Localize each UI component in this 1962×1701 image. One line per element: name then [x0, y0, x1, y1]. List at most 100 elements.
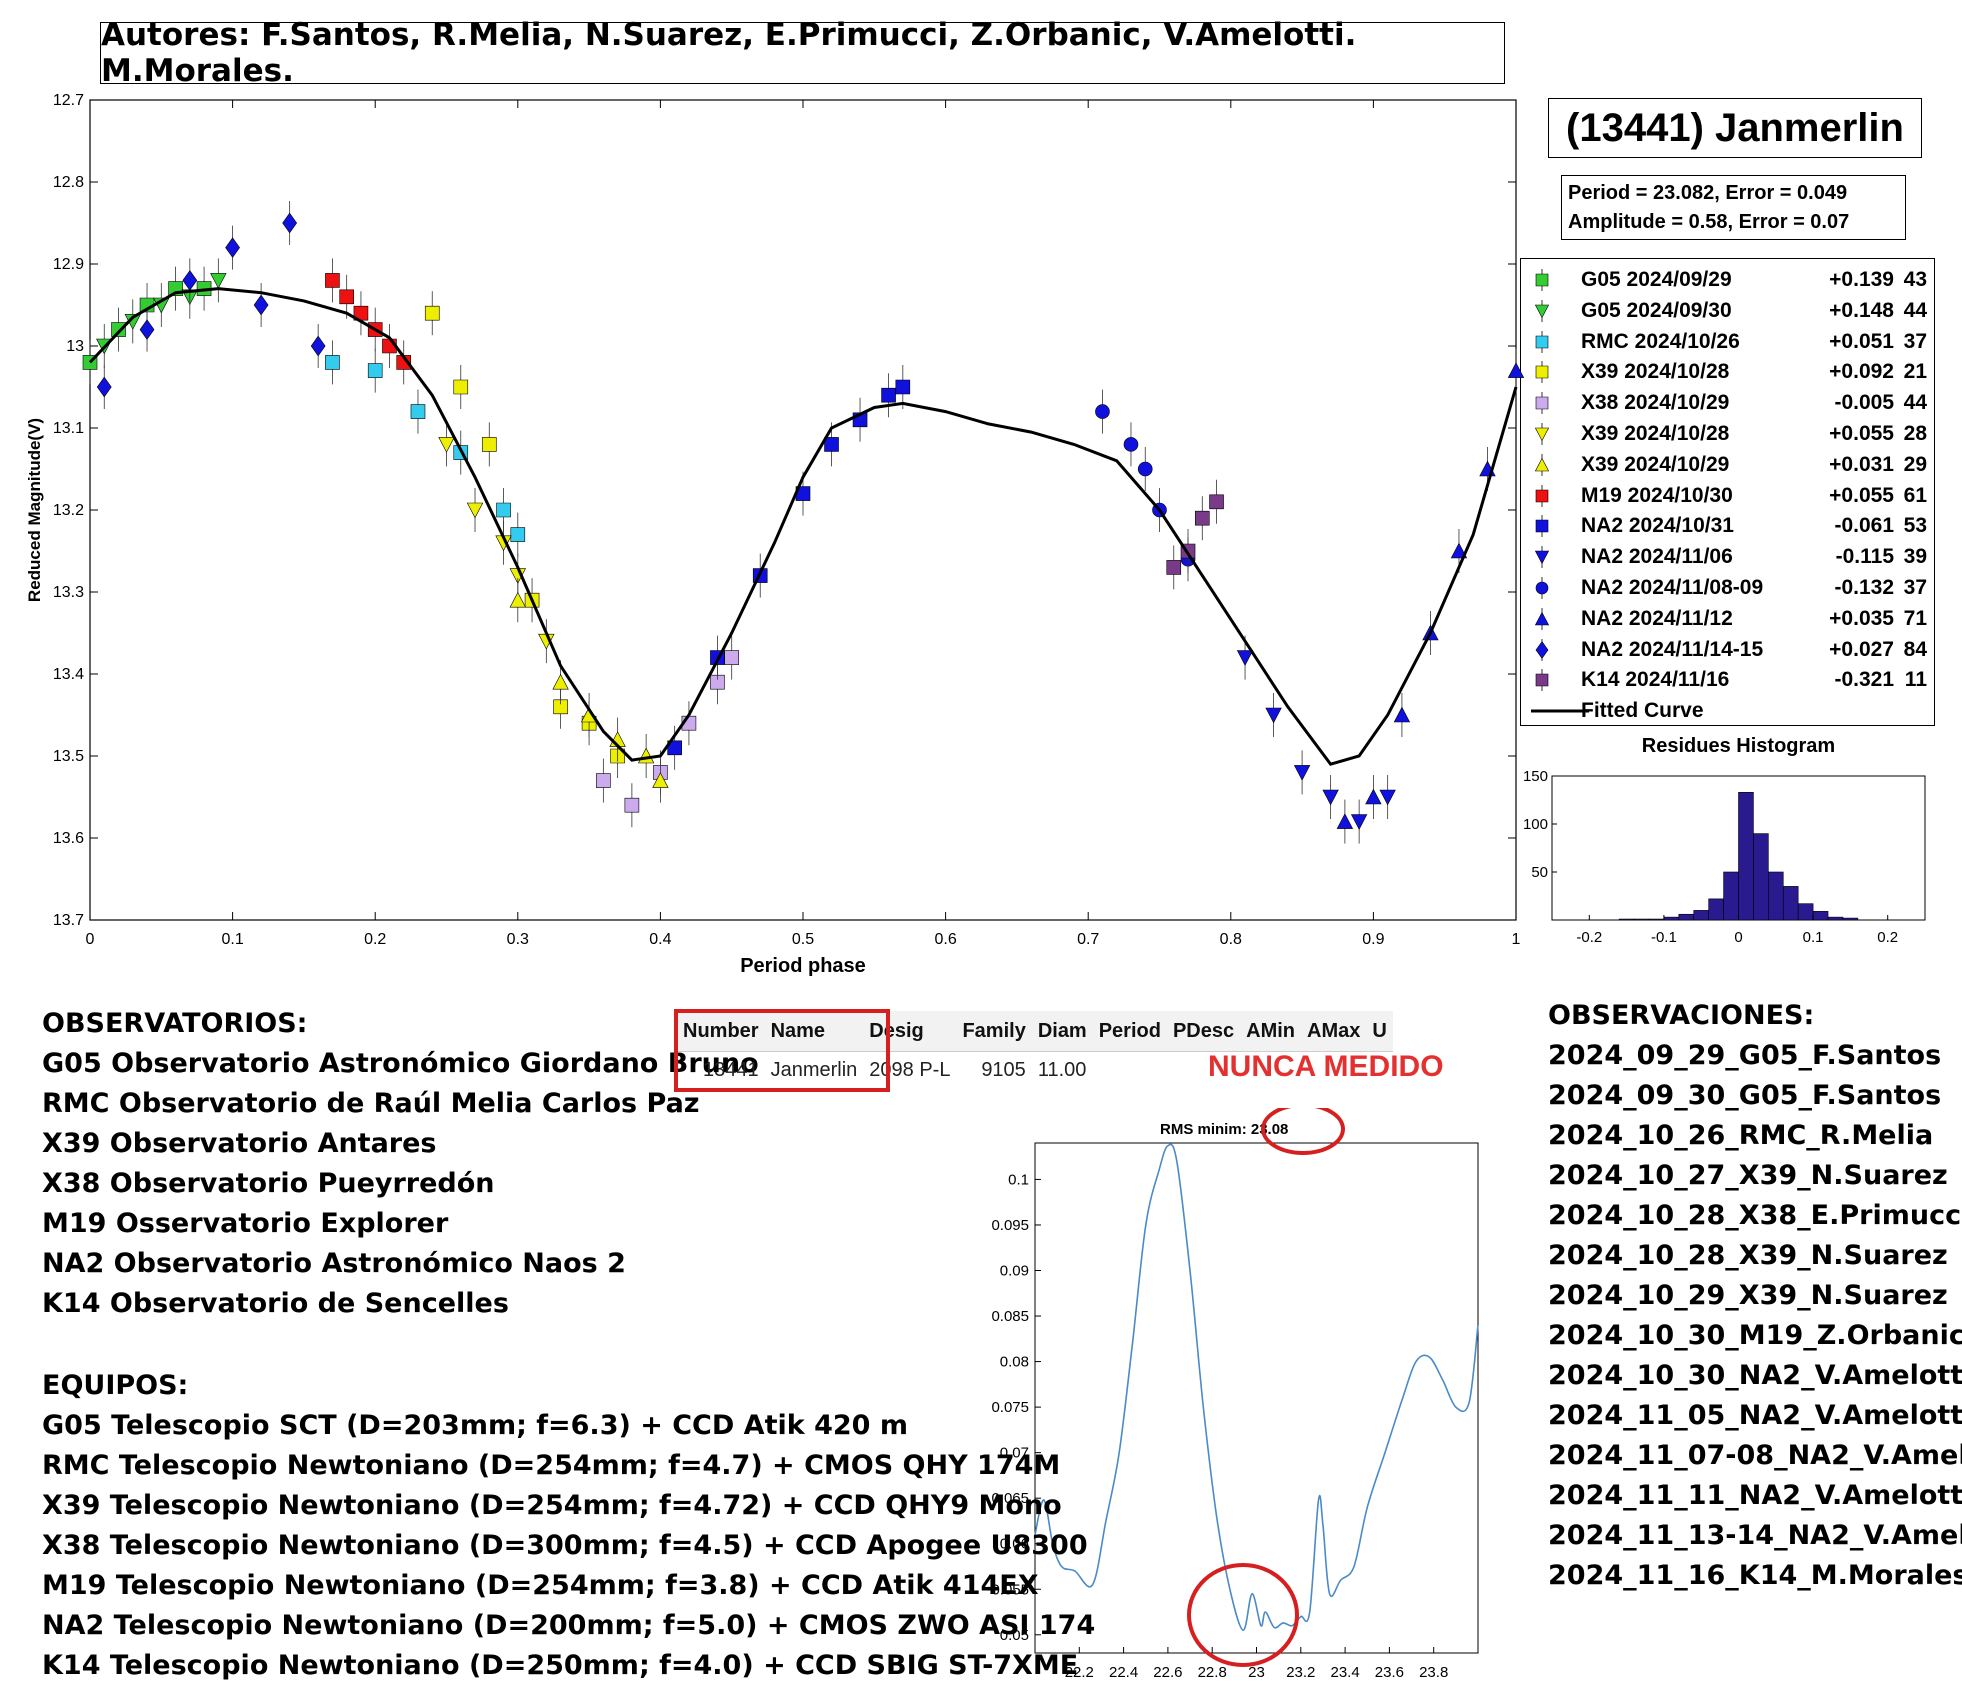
data-point: [139, 319, 155, 340]
legend-offset: +0.055: [1829, 483, 1894, 507]
observacion-item: 2024_11_05_NA2_V.Amelotti: [1548, 1400, 1962, 1431]
legend-label: M19 2024/10/30: [1581, 483, 1733, 507]
period-amplitude-box: Period = 23.082, Error = 0.049 Amplitude…: [1561, 175, 1906, 240]
rms-y-tick-label: 0.095: [991, 1217, 1029, 1234]
legend-marker: [1534, 546, 1550, 569]
observatorio-item: M19 Osservatorio Explorer: [42, 1208, 449, 1239]
lcdb-header: Number: [677, 1011, 765, 1052]
legend-offset: +0.051: [1829, 329, 1894, 353]
legend-symbol: [1534, 304, 1550, 319]
legend-entry: M19 2024/10/30 +0.055 61: [1521, 481, 1934, 511]
hist-y-tick-label: 50: [1531, 864, 1548, 881]
y-tick-label: 13.2: [53, 502, 84, 519]
data-point: [96, 376, 112, 398]
legend-label: NA2 2024/11/14-15: [1581, 637, 1764, 661]
hist-x-tick-label: 0.2: [1877, 929, 1898, 946]
legend-count: 21: [1903, 360, 1927, 384]
data-point: [1336, 813, 1354, 829]
legend-symbol: [1535, 396, 1549, 410]
legend-offset: -0.132: [1834, 576, 1894, 599]
data-point: [1393, 706, 1411, 723]
hist-bar: [1738, 792, 1754, 921]
hist-bar: [1618, 918, 1635, 921]
legend-label: G05 2024/09/29: [1581, 268, 1732, 291]
data-point: [710, 674, 725, 690]
legend-marker: [1535, 361, 1549, 384]
lcdb-header: AMin: [1240, 1011, 1302, 1052]
data-point: [453, 379, 469, 395]
data-point: [1450, 542, 1468, 559]
legend-label: NA2 2024/10/31: [1581, 514, 1734, 538]
y-tick-label: 13.3: [53, 584, 84, 601]
legend-marker: [1535, 330, 1549, 353]
hist-bar: [1812, 911, 1829, 921]
legend-marker: [1535, 269, 1549, 291]
hist-bar: [1797, 903, 1814, 921]
x-tick-label: 0.4: [649, 931, 671, 948]
observacion-item: 2024_10_26_RMC_R.Melia: [1548, 1120, 1934, 1151]
hist-bar: [1663, 916, 1680, 921]
legend-label: X39 2024/10/28: [1581, 360, 1730, 384]
rms-y-tick-label: 0.09: [1000, 1263, 1029, 1280]
rms-title-highlight: [1261, 1108, 1345, 1155]
legend-count: 11: [1904, 668, 1927, 692]
legend-offset: -0.321: [1834, 668, 1894, 692]
data-point: [438, 437, 455, 453]
data-point: [466, 502, 484, 519]
rms-x-tick-label: 22.4: [1109, 1664, 1138, 1681]
lcdb-cell: 9105: [981, 1058, 1026, 1081]
y-tick-label: 13.7: [53, 912, 84, 929]
data-point: [111, 322, 126, 337]
never-measured-note: NUNCA MEDIDO: [1208, 1050, 1444, 1083]
legend-offset: +0.055: [1829, 422, 1894, 445]
legend-entry: K14 2024/11/16 -0.321 11: [1521, 665, 1934, 695]
legend-marker: [1535, 669, 1549, 692]
legend-entry: X39 2024/10/28 +0.055 28: [1521, 419, 1934, 449]
legend-symbol: [1535, 581, 1549, 595]
legend-count: 61: [1903, 483, 1927, 507]
hist-bar: [1678, 913, 1695, 921]
legend-marker: [1535, 392, 1549, 415]
x-tick-label: 0.2: [364, 931, 386, 948]
series-na2-2024-11-14-15: [96, 201, 326, 409]
rms-y-tick-label: 0.075: [991, 1399, 1029, 1416]
data-point: [1137, 461, 1153, 477]
rms-title-value: : 23.08: [1242, 1121, 1289, 1138]
data-point: [1209, 494, 1224, 510]
legend-offset: -0.005: [1834, 391, 1894, 415]
rms-y-tick-label: 0.05: [1000, 1627, 1029, 1644]
legend-entry: NA2 2024/11/06 -0.115 39: [1521, 542, 1934, 572]
data-point: [1236, 650, 1254, 666]
hist-bar: [1648, 918, 1665, 921]
x-tick-label: 0.8: [1220, 931, 1242, 948]
legend-symbol: [1535, 520, 1549, 533]
hist-bar: [1723, 871, 1739, 921]
data-point: [339, 289, 354, 305]
legend-label: X38 2024/10/29: [1581, 391, 1730, 415]
lcdb-header: Family: [956, 1011, 1032, 1052]
legend-marker: [1535, 577, 1549, 599]
equipo-item: NA2 Telescopio Newtoniano (D=200mm; f=5.…: [42, 1610, 1096, 1641]
legend: G05 2024/09/29 +0.139 43 G05 2024/09/30 +0.1…: [1520, 258, 1935, 726]
legend-marker: [1535, 484, 1549, 507]
lcdb-cell: 11.00: [1037, 1058, 1087, 1081]
data-point: [1194, 510, 1210, 526]
residues-histogram: Residues Histogram -0.2 -0.1 0 0.1 0.2 50 100 15…: [1523, 735, 1926, 946]
legend-marker: [1531, 709, 1589, 713]
hist-y-tick-label: 100: [1523, 816, 1548, 833]
rms-x-tick-label: 22.6: [1153, 1664, 1182, 1681]
hist-x-tick-label: -0.1: [1651, 929, 1677, 946]
data-point: [667, 740, 682, 756]
rms-y-tick-label: 0.08: [1000, 1354, 1029, 1371]
legend-offset: +0.035: [1829, 606, 1894, 630]
hist-bar: [1693, 910, 1709, 921]
data-point: [1507, 362, 1525, 378]
observatorio-item: G05 Observatorio Astronómico Giordano Br…: [42, 1048, 759, 1079]
legend-entry: Fitted Curve: [1521, 696, 1934, 726]
y-tick-label: 13.6: [53, 830, 84, 847]
data-point: [552, 673, 569, 690]
data-point: [325, 355, 340, 370]
legend-entry: NA2 2024/11/12 +0.035 71: [1521, 604, 1934, 634]
legend-symbol: [1535, 489, 1549, 502]
rms-title: RMS minim: 23.08: [1160, 1121, 1288, 1138]
